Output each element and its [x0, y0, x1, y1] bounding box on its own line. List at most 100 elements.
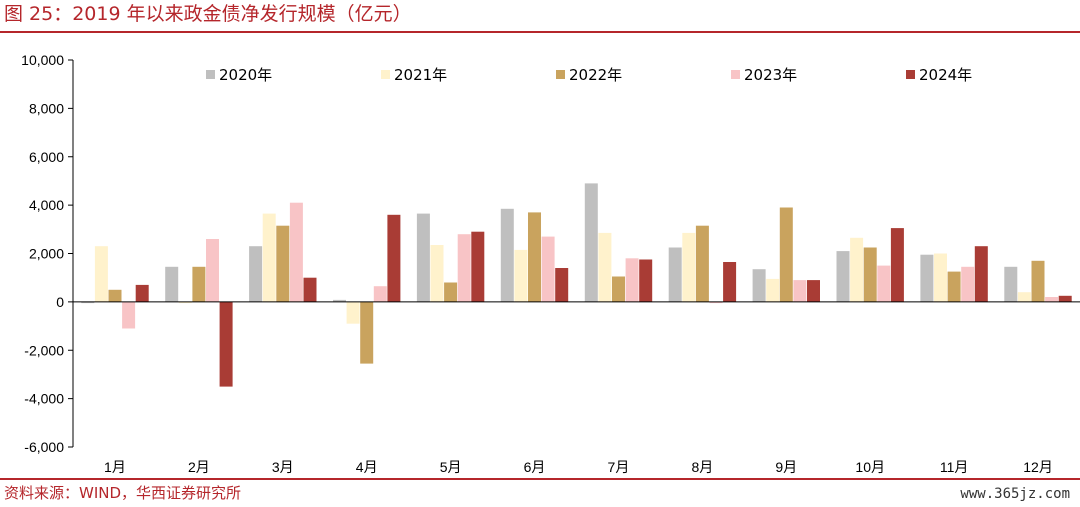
bar-1-9: [752, 269, 766, 302]
bar-5-8: [723, 262, 737, 302]
bar-4-11: [961, 266, 975, 302]
bar-1-1: [81, 301, 95, 304]
y-tick-label: -6,000: [24, 439, 64, 455]
y-tick-label: 4,000: [29, 197, 64, 213]
y-tick-label: 0: [56, 294, 64, 310]
bar-5-2: [219, 301, 233, 387]
bar-3-10: [863, 247, 877, 302]
bar-3-3: [276, 225, 290, 302]
bar-2-7: [598, 232, 612, 302]
bar-3-2: [192, 266, 206, 302]
x-tick-label: 1月: [104, 459, 126, 475]
bar-2-12: [1017, 292, 1031, 302]
bar-1-5: [416, 213, 430, 302]
bar-1-10: [836, 251, 850, 302]
title-rule: [0, 31, 1080, 33]
bar-1-3: [249, 246, 263, 302]
y-tick-label: -4,000: [24, 391, 64, 407]
legend-swatch: [381, 70, 390, 79]
x-tick-label: 9月: [775, 459, 797, 475]
x-tick-label: 2月: [188, 459, 210, 475]
bar-1-8: [668, 247, 682, 302]
legend-label: 2020年: [219, 66, 272, 84]
bar-1-11: [920, 254, 934, 302]
bars-group: [81, 183, 1072, 387]
bar-3-11: [947, 271, 961, 302]
x-tick-label: 11月: [940, 459, 969, 475]
x-tick-label: 3月: [272, 459, 294, 475]
bar-1-12: [1004, 266, 1018, 302]
bar-5-1: [135, 284, 149, 302]
bar-2-3: [262, 213, 276, 302]
bar-5-4: [387, 214, 401, 302]
bar-3-6: [528, 212, 541, 302]
x-tick-label: 8月: [691, 459, 713, 475]
axes-group: -6,000 -4,000 -2,000 0 2,000 4,000 6,000 8,000 1…: [21, 52, 1080, 475]
x-tick-label: 6月: [524, 459, 546, 475]
legend-label: 2021年: [394, 66, 447, 84]
bar-chart: 2020年 2021年 2022年 2023年 2024年 -6,000 -4,000 -2…: [21, 52, 1080, 475]
watermark: www.365jz.com: [960, 486, 1070, 502]
bar-4-7: [625, 258, 639, 302]
bar-2-4: [346, 301, 360, 324]
x-tick-label: 5月: [440, 459, 462, 475]
bar-2-8: [682, 232, 696, 302]
x-tick-label: 4月: [356, 459, 378, 475]
bar-2-11: [934, 253, 947, 302]
bar-3-5: [444, 282, 458, 302]
bar-2-1: [94, 246, 108, 302]
bar-4-9: [793, 280, 807, 302]
bar-4-2: [206, 239, 219, 302]
legend-swatch: [906, 70, 915, 79]
bar-4-10: [877, 265, 891, 302]
x-tick-label: 12月: [1023, 459, 1053, 475]
bar-2-9: [766, 278, 780, 302]
bar-1-6: [500, 208, 514, 302]
y-tick-label: -2,000: [24, 342, 64, 358]
footer-rule: [0, 478, 1080, 480]
x-tick-label: 10月: [855, 459, 885, 475]
bar-3-1: [108, 289, 122, 302]
bar-5-6: [555, 268, 569, 302]
bar-5-12: [1058, 295, 1072, 302]
legend-label: 2022年: [569, 66, 622, 84]
bar-4-4: [373, 286, 387, 302]
bar-5-7: [639, 259, 653, 302]
legend-swatch: [206, 70, 215, 79]
bar-4-8: [709, 301, 723, 304]
bar-3-12: [1031, 260, 1045, 302]
bar-2-5: [430, 245, 444, 302]
bar-1-2: [165, 266, 179, 302]
x-tick-label: 7月: [608, 459, 630, 475]
bar-5-10: [890, 228, 904, 302]
legend: 2020年 2021年 2022年 2023年 2024年: [206, 66, 972, 84]
figure-title: 图 25：2019 年以来政金债净发行规模（亿元）: [4, 3, 412, 25]
legend-swatch: [731, 70, 740, 79]
y-tick-label: 8,000: [29, 100, 64, 116]
bar-4-6: [541, 236, 555, 302]
legend-label: 2024年: [919, 66, 972, 84]
bar-3-4: [360, 301, 374, 364]
bar-1-4: [333, 299, 346, 302]
bar-5-9: [807, 280, 820, 302]
legend-swatch: [556, 70, 565, 79]
y-tick-label: 2,000: [29, 246, 64, 262]
bar-5-11: [974, 246, 988, 302]
source-note: 资料来源：WIND，华西证券研究所: [4, 484, 242, 502]
legend-label: 2023年: [744, 66, 797, 84]
bar-2-2: [178, 301, 192, 304]
y-tick-label: 10,000: [21, 52, 64, 68]
bar-3-9: [779, 207, 793, 302]
bar-4-12: [1045, 297, 1059, 302]
bar-5-5: [471, 231, 485, 302]
bar-2-10: [850, 237, 864, 302]
bar-4-1: [122, 301, 136, 329]
bar-4-5: [457, 234, 471, 302]
bar-5-3: [303, 277, 317, 302]
bar-1-7: [584, 183, 598, 302]
bar-3-8: [695, 225, 709, 302]
bar-4-3: [289, 202, 303, 302]
bar-3-7: [612, 276, 625, 302]
bar-2-6: [514, 249, 528, 302]
y-tick-label: 6,000: [29, 149, 64, 165]
